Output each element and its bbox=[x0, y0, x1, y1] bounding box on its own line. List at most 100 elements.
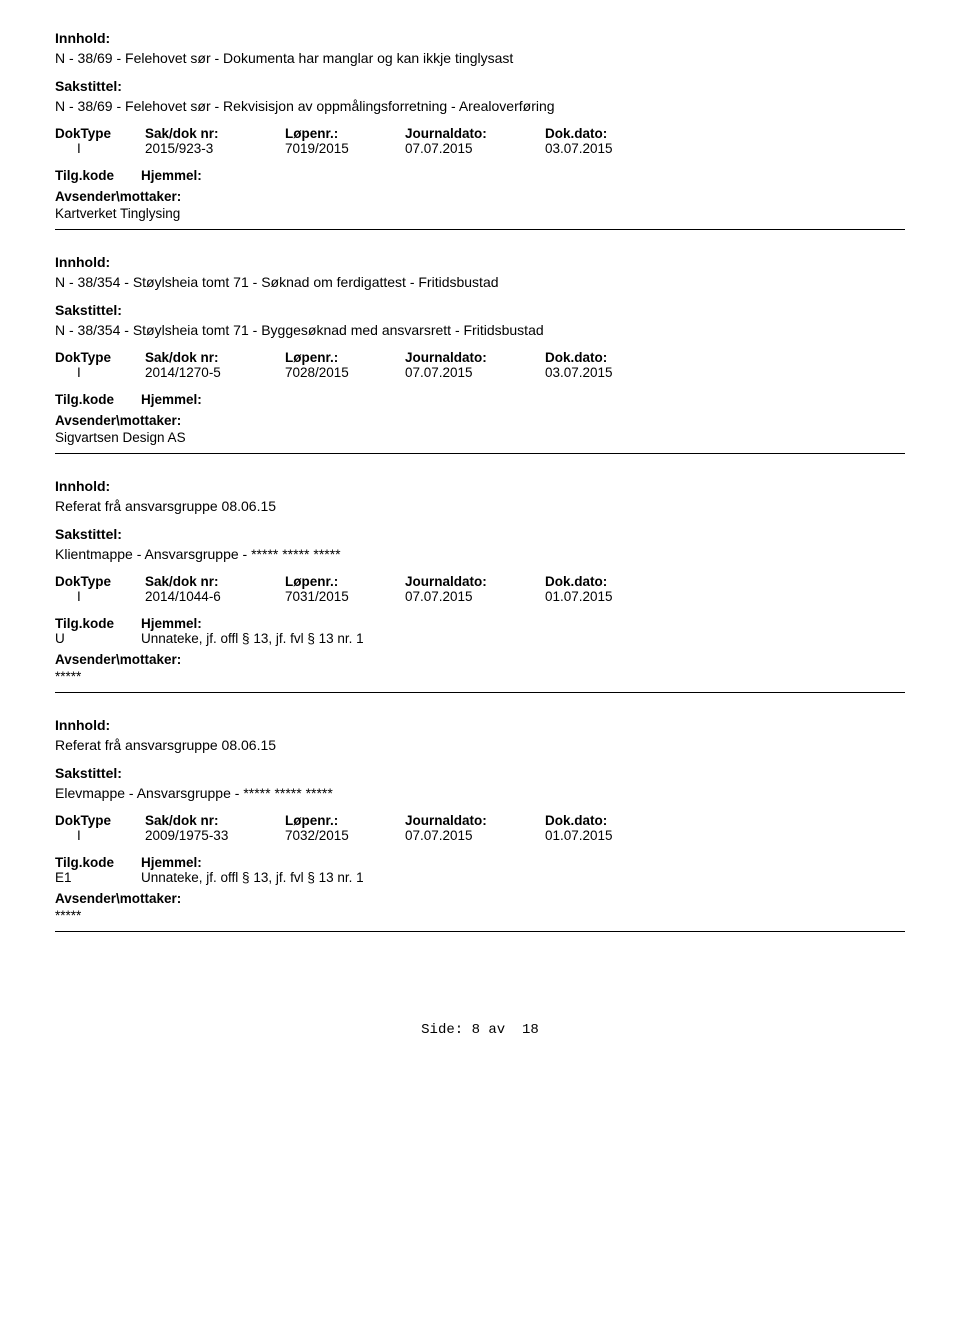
lopenr-header: Løpenr.: bbox=[285, 126, 405, 141]
innhold-label: Innhold: bbox=[55, 254, 905, 270]
lopenr-header: Løpenr.: bbox=[285, 813, 405, 828]
sakdok-value: 2014/1044-6 bbox=[145, 589, 285, 604]
doktype-value: I bbox=[55, 589, 145, 604]
journaldato-header: Journaldato: bbox=[405, 574, 545, 589]
record-divider bbox=[55, 229, 905, 230]
sakdok-header: Sak/dok nr: bbox=[145, 813, 285, 828]
avsender-label: Avsender\mottaker: bbox=[55, 891, 905, 906]
record-divider bbox=[55, 453, 905, 454]
innhold-label: Innhold: bbox=[55, 478, 905, 494]
innhold-value: Referat frå ansvarsgruppe 08.06.15 bbox=[55, 737, 905, 753]
avsender-value: ***** bbox=[55, 908, 905, 923]
hjemmel-label: Hjemmel: bbox=[141, 392, 202, 407]
dokdato-header: Dok.dato: bbox=[545, 813, 685, 828]
columns-header: DokType Sak/dok nr: Løpenr.: Journaldato… bbox=[55, 574, 905, 589]
journaldato-header: Journaldato: bbox=[405, 126, 545, 141]
tilg-row: Tilg.kode Hjemmel: bbox=[55, 168, 905, 183]
columns-values: I 2014/1044-6 7031/2015 07.07.2015 01.07… bbox=[55, 589, 905, 604]
lopenr-header: Løpenr.: bbox=[285, 574, 405, 589]
tilg-row: Tilg.kode Hjemmel: bbox=[55, 616, 905, 631]
sakstittel-label: Sakstittel: bbox=[55, 765, 905, 781]
tilg-row: Tilg.kode Hjemmel: bbox=[55, 855, 905, 870]
avsender-label: Avsender\mottaker: bbox=[55, 189, 905, 204]
innhold-value: Referat frå ansvarsgruppe 08.06.15 bbox=[55, 498, 905, 514]
sakdok-header: Sak/dok nr: bbox=[145, 350, 285, 365]
lopenr-value: 7031/2015 bbox=[285, 589, 405, 604]
dokdato-value: 01.07.2015 bbox=[545, 589, 685, 604]
avsender-label: Avsender\mottaker: bbox=[55, 652, 905, 667]
dokdato-value: 03.07.2015 bbox=[545, 141, 685, 156]
tilgkode-label: Tilg.kode bbox=[55, 616, 114, 631]
doktype-header: DokType bbox=[55, 574, 145, 589]
journal-record: Innhold: N - 38/354 - Støylsheia tomt 71… bbox=[55, 254, 905, 454]
dokdato-value: 03.07.2015 bbox=[545, 365, 685, 380]
record-divider bbox=[55, 931, 905, 932]
sakstittel-value: Klientmappe - Ansvarsgruppe - ***** ****… bbox=[55, 546, 905, 562]
doktype-header: DokType bbox=[55, 350, 145, 365]
journaldato-header: Journaldato: bbox=[405, 813, 545, 828]
hjemmel-label: Hjemmel: bbox=[141, 168, 202, 183]
footer-total-pages: 18 bbox=[522, 1022, 539, 1038]
dokdato-header: Dok.dato: bbox=[545, 574, 685, 589]
record-divider bbox=[55, 692, 905, 693]
doktype-header: DokType bbox=[55, 126, 145, 141]
columns-header: DokType Sak/dok nr: Løpenr.: Journaldato… bbox=[55, 350, 905, 365]
doktype-value: I bbox=[55, 365, 145, 380]
avsender-label: Avsender\mottaker: bbox=[55, 413, 905, 428]
avsender-value: Sigvartsen Design AS bbox=[55, 430, 905, 445]
journaldato-value: 07.07.2015 bbox=[405, 828, 545, 843]
sakstittel-value: Elevmappe - Ansvarsgruppe - ***** ***** … bbox=[55, 785, 905, 801]
tilgkode-label: Tilg.kode bbox=[55, 855, 114, 870]
sakstittel-label: Sakstittel: bbox=[55, 78, 905, 94]
tilgkode-value: E1 bbox=[55, 870, 141, 885]
page-footer: Side: 8 av 18 bbox=[55, 1022, 905, 1038]
journaldato-value: 07.07.2015 bbox=[405, 141, 545, 156]
doktype-value: I bbox=[55, 828, 145, 843]
footer-page-number: 8 bbox=[472, 1022, 480, 1038]
columns-values: I 2009/1975-33 7032/2015 07.07.2015 01.0… bbox=[55, 828, 905, 843]
footer-av-label: av bbox=[488, 1022, 505, 1038]
lopenr-value: 7019/2015 bbox=[285, 141, 405, 156]
columns-header: DokType Sak/dok nr: Løpenr.: Journaldato… bbox=[55, 126, 905, 141]
sakstittel-value: N - 38/69 - Felehovet sør - Rekvisisjon … bbox=[55, 98, 905, 114]
footer-side-label: Side: bbox=[421, 1022, 463, 1038]
tilg-values: U Unnateke, jf. offl § 13, jf. fvl § 13 … bbox=[55, 631, 905, 646]
hjemmel-label: Hjemmel: bbox=[141, 855, 202, 870]
lopenr-header: Løpenr.: bbox=[285, 350, 405, 365]
hjemmel-value: Unnateke, jf. offl § 13, jf. fvl § 13 nr… bbox=[141, 631, 364, 646]
sakdok-header: Sak/dok nr: bbox=[145, 574, 285, 589]
dokdato-header: Dok.dato: bbox=[545, 126, 685, 141]
tilgkode-label: Tilg.kode bbox=[55, 168, 114, 183]
lopenr-value: 7028/2015 bbox=[285, 365, 405, 380]
sakdok-header: Sak/dok nr: bbox=[145, 126, 285, 141]
doktype-value: I bbox=[55, 141, 145, 156]
journal-record: Innhold: Referat frå ansvarsgruppe 08.06… bbox=[55, 717, 905, 932]
dokdato-value: 01.07.2015 bbox=[545, 828, 685, 843]
journal-record: Innhold: N - 38/69 - Felehovet sør - Dok… bbox=[55, 30, 905, 230]
tilgkode-label: Tilg.kode bbox=[55, 392, 114, 407]
hjemmel-label: Hjemmel: bbox=[141, 616, 202, 631]
columns-values: I 2014/1270-5 7028/2015 07.07.2015 03.07… bbox=[55, 365, 905, 380]
tilg-values: E1 Unnateke, jf. offl § 13, jf. fvl § 13… bbox=[55, 870, 905, 885]
tilg-row: Tilg.kode Hjemmel: bbox=[55, 392, 905, 407]
avsender-value: ***** bbox=[55, 669, 905, 684]
journaldato-value: 07.07.2015 bbox=[405, 365, 545, 380]
lopenr-value: 7032/2015 bbox=[285, 828, 405, 843]
page-container: Innhold: N - 38/69 - Felehovet sør - Dok… bbox=[0, 0, 960, 1058]
avsender-value: Kartverket Tinglysing bbox=[55, 206, 905, 221]
sakstittel-value: N - 38/354 - Støylsheia tomt 71 - Bygges… bbox=[55, 322, 905, 338]
sakstittel-label: Sakstittel: bbox=[55, 526, 905, 542]
sakstittel-label: Sakstittel: bbox=[55, 302, 905, 318]
innhold-value: N - 38/69 - Felehovet sør - Dokumenta ha… bbox=[55, 50, 905, 66]
dokdato-header: Dok.dato: bbox=[545, 350, 685, 365]
columns-values: I 2015/923-3 7019/2015 07.07.2015 03.07.… bbox=[55, 141, 905, 156]
doktype-header: DokType bbox=[55, 813, 145, 828]
innhold-value: N - 38/354 - Støylsheia tomt 71 - Søknad… bbox=[55, 274, 905, 290]
journal-record: Innhold: Referat frå ansvarsgruppe 08.06… bbox=[55, 478, 905, 693]
hjemmel-value: Unnateke, jf. offl § 13, jf. fvl § 13 nr… bbox=[141, 870, 364, 885]
sakdok-value: 2014/1270-5 bbox=[145, 365, 285, 380]
journaldato-value: 07.07.2015 bbox=[405, 589, 545, 604]
columns-header: DokType Sak/dok nr: Løpenr.: Journaldato… bbox=[55, 813, 905, 828]
sakdok-value: 2009/1975-33 bbox=[145, 828, 285, 843]
journaldato-header: Journaldato: bbox=[405, 350, 545, 365]
